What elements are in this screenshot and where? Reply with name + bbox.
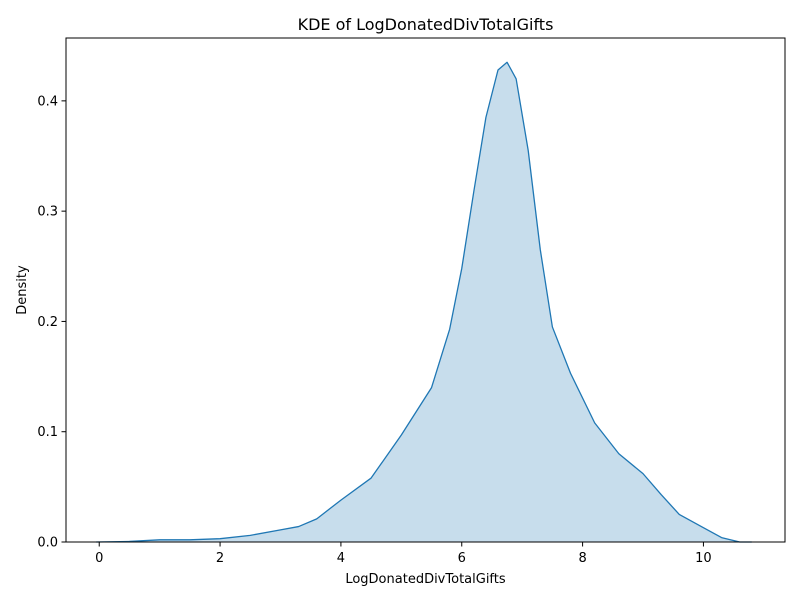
x-tick-label: 10 <box>695 551 712 566</box>
y-tick-label: 0.0 <box>37 536 58 551</box>
plot-frame <box>65 37 786 543</box>
x-tick-label: 4 <box>337 551 345 566</box>
density-fill-area <box>96 62 752 542</box>
y-axis-title: Density <box>15 265 30 315</box>
chart-title: KDE of LogDonatedDivTotalGifts <box>298 15 554 34</box>
density-curve-line <box>96 61 752 543</box>
y-tick-label: 0.3 <box>37 205 58 220</box>
x-tick-label: 6 <box>458 551 466 566</box>
x-tick-label: 2 <box>216 551 224 566</box>
x-tick-label: 8 <box>578 551 586 566</box>
x-axis-title: LogDonatedDivTotalGifts <box>345 572 506 587</box>
y-tick-label: 0.1 <box>37 425 58 440</box>
y-tick-label: 0.2 <box>37 315 58 330</box>
y-tick-label: 0.4 <box>37 94 58 109</box>
x-tick-label: 0 <box>95 551 103 566</box>
